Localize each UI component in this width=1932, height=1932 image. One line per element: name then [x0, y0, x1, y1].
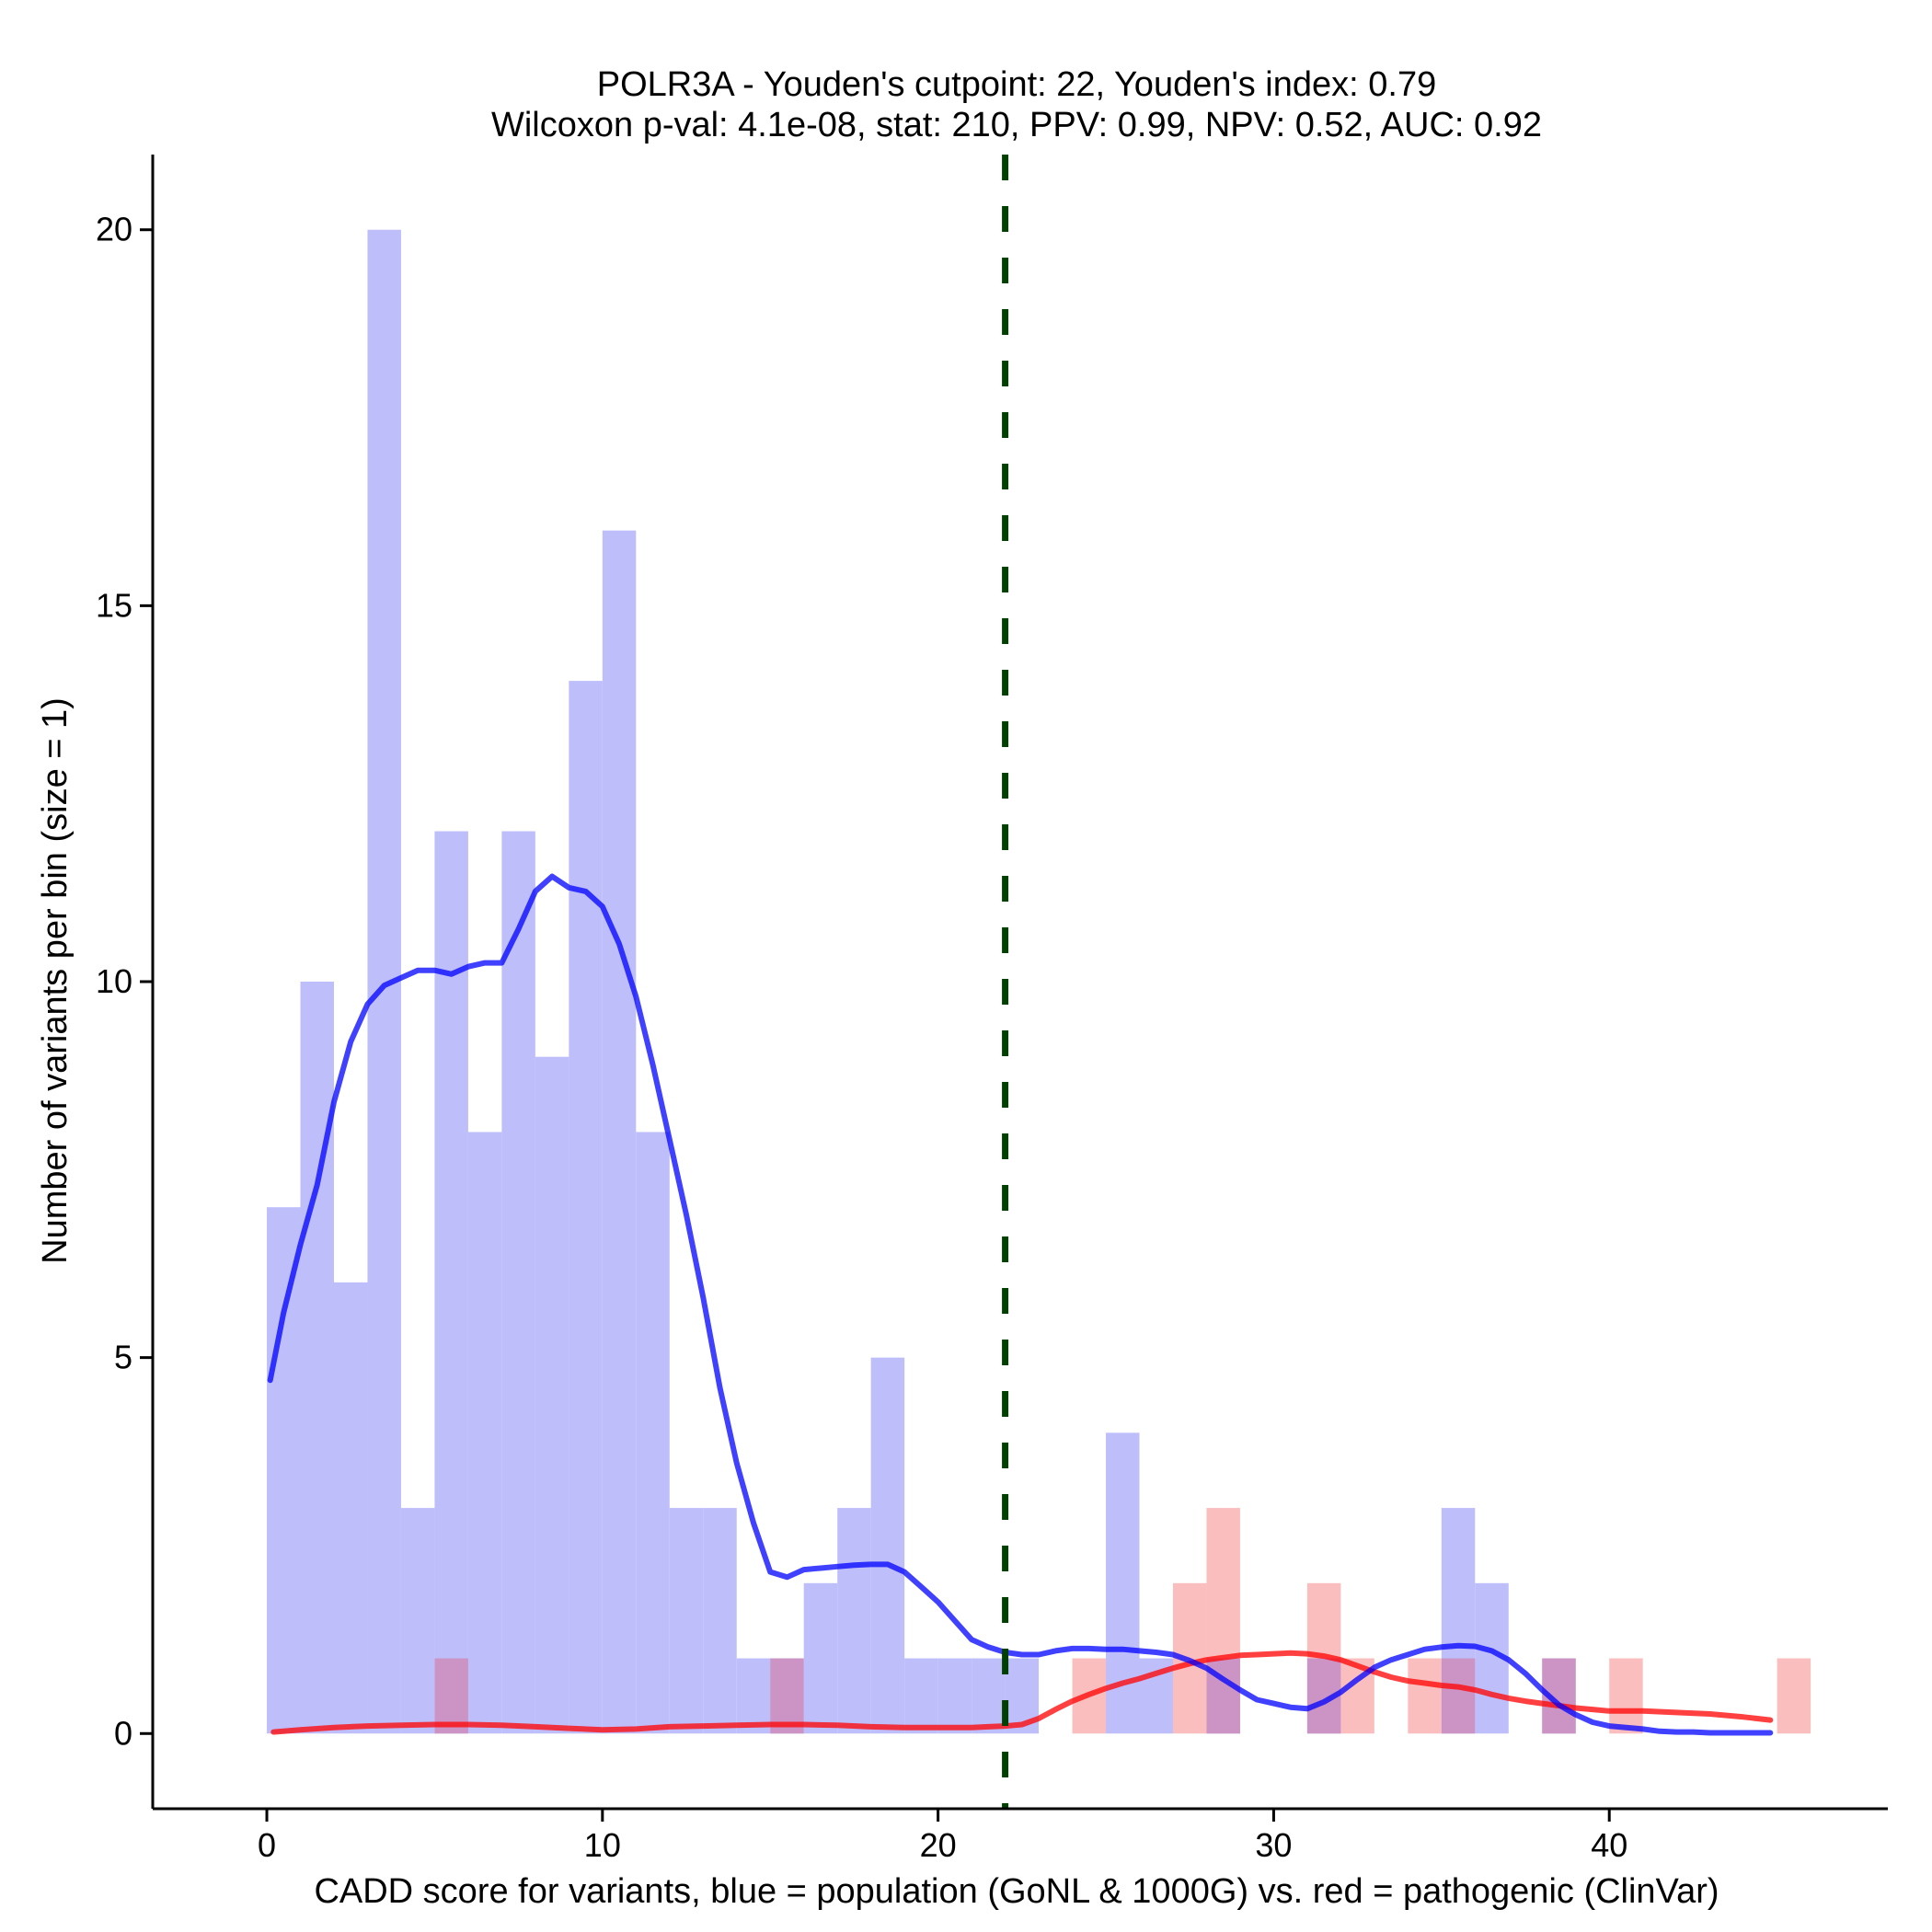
pathogenic-bar	[1609, 1658, 1643, 1734]
population-bar	[870, 1357, 905, 1734]
population-bar	[703, 1508, 737, 1734]
x-axis-ticks: 0 10 20 30 40	[258, 1809, 1627, 1864]
overlap-bars	[434, 1658, 1576, 1734]
population-bar	[636, 1132, 670, 1734]
population-bar	[602, 530, 637, 1734]
population-bar	[972, 1658, 1006, 1734]
population-bar	[904, 1658, 938, 1734]
population-bar	[736, 1658, 771, 1734]
chart-title: POLR3A - Youden's cutpoint: 22, Youden's…	[597, 65, 1436, 104]
x-tick-label: 0	[258, 1826, 276, 1864]
pathogenic-bar	[1408, 1658, 1442, 1734]
density-curves	[267, 873, 1774, 1736]
pathogenic-bar	[1306, 1582, 1341, 1659]
population-bar	[535, 1056, 569, 1734]
population-bar	[400, 1508, 435, 1734]
population-bar	[267, 1207, 301, 1734]
x-tick-label: 40	[1591, 1826, 1627, 1864]
population-bar	[937, 1658, 972, 1734]
population-bars	[267, 229, 1576, 1734]
y-tick-label: 15	[96, 586, 132, 624]
population-bar	[300, 982, 334, 1734]
population-bar	[669, 1508, 704, 1734]
x-tick-label: 30	[1255, 1826, 1292, 1864]
chart-subtitle: Wilcoxon p-val: 4.1e-08, stat: 210, PPV:…	[491, 106, 1542, 144]
overlap-bar	[1441, 1658, 1476, 1734]
population-bar	[803, 1582, 838, 1734]
y-tick-label: 0	[114, 1714, 132, 1752]
y-axis-ticks: 0 5 10 15 20	[96, 211, 153, 1752]
y-axis-label: Number of variants per bin (size = 1)	[36, 697, 75, 1264]
pathogenic-density-line	[270, 1650, 1774, 1735]
overlap-bar	[434, 1658, 468, 1734]
y-tick-label: 20	[96, 211, 132, 248]
pathogenic-bar	[1777, 1658, 1811, 1734]
x-tick-label: 20	[920, 1826, 957, 1864]
population-bar	[467, 1132, 502, 1734]
y-tick-label: 5	[114, 1339, 132, 1376]
x-tick-label: 10	[584, 1826, 621, 1864]
pathogenic-bars	[1072, 1508, 1811, 1734]
population-density-line	[267, 873, 1774, 1736]
overlap-bar	[770, 1658, 804, 1734]
population-bar	[333, 1282, 368, 1734]
population-bar	[569, 681, 603, 1734]
pathogenic-bar	[1206, 1508, 1240, 1659]
population-bar	[837, 1508, 871, 1734]
x-axis-label: CADD score for variants, blue = populati…	[314, 1872, 1719, 1911]
population-bar	[434, 831, 468, 1734]
population-bar	[501, 831, 535, 1734]
y-tick-label: 10	[96, 962, 132, 1000]
